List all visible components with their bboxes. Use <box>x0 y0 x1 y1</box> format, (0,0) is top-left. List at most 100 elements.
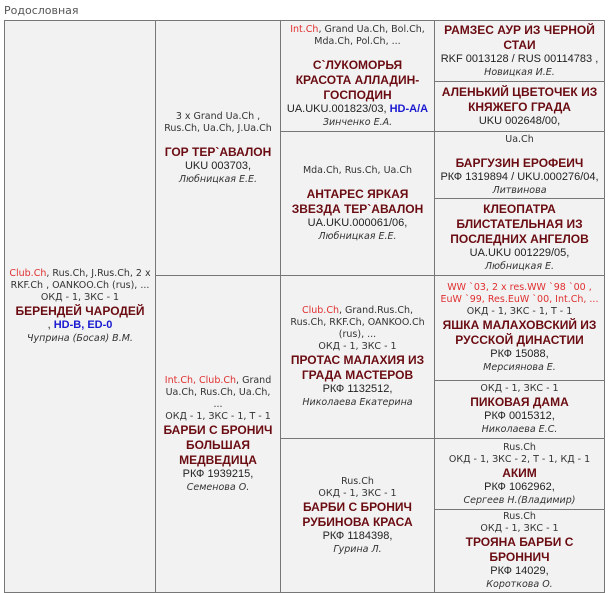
registration-number: , <box>47 319 51 331</box>
registration-number: РКФ 1939215, <box>182 467 254 480</box>
spacer <box>285 48 430 58</box>
title-text: Mda.Ch, Rus.Ch, Ua.Ch <box>302 164 413 176</box>
dog-name: ПРОТАС МАЛАХИЯ ИЗ ГРАДА МАСТЕРОВ <box>290 353 425 382</box>
breeder-name: Любницкая Е.Е. <box>318 230 397 242</box>
title-red: Club.Ch <box>9 268 47 279</box>
pedigree-cell-g1: РАМЗЕС АУР ИЗ ЧЕРНОЙ СТАИ RKF 0013128 / R… <box>434 20 605 82</box>
registration-number: РКФ 1319894 / UKU.000276/04, <box>440 170 599 183</box>
titles: Rus.Ch <box>439 511 600 523</box>
registration-line: RKF 0013128 / RUS 00114783 , <box>439 53 600 66</box>
titles: Mda.Ch, Rus.Ch, Ua.Ch <box>285 165 430 177</box>
breeder-name: Сергеев Н.(Владимир) <box>463 494 576 506</box>
registration-line: РКФ 1132512, <box>285 383 430 396</box>
breeder-name: Любницкая Е. <box>484 260 555 272</box>
pedigree-cell-g6: ОКД - 1, ЗКС - 1 ПИКОВАЯ ДАМА РКФ 0015312,… <box>434 380 605 439</box>
titles: Ua.Ch <box>439 134 600 146</box>
dog-name: АНТАРЕС ЯРКАЯ ЗВЕЗДА ТЕР`АВАЛОН <box>291 186 424 216</box>
pedigree-cell-sdd: Rus.Ch ОКД - 1, ЗКС - 1 БАРБИ С БРОНИЧ РУБ… <box>280 438 435 593</box>
pedigree-cell-sss: Int.Ch, Grand Ua.Ch, Bol.Ch, Mda.Ch, Pol… <box>280 20 435 132</box>
breeder-name: Любницкая Е.Е. <box>178 173 258 185</box>
dog-name: ЯШКА МАЛАХОВСКИЙ ИЗ РУССКОЙ ДИНАСТИИ <box>442 318 597 347</box>
title-text: , Rus.Ch, J.Rus.Ch, 2 x RKF.Ch , OANKOO.… <box>10 268 151 291</box>
registration-line: UKU 003703, <box>160 160 276 173</box>
title-text: Rus.Ch <box>341 475 374 487</box>
registration-number: UA.UKU.000061/06, <box>307 216 408 229</box>
titles: Rus.Ch <box>439 442 600 454</box>
title-text: , Grand Ua.Ch, Rus.Ch, Ua.Ch, ... <box>165 374 272 410</box>
pedigree-cell-g4: КЛЕОПАТРА БЛИСТАТЕЛЬНАЯ ИЗ ПОСЛЕДНИХ АНГ… <box>434 198 605 276</box>
title-text: , Grand.Rus.Ch, Rus.Ch, RKF.Ch, OANKOO.C… <box>290 305 425 340</box>
registration-number: РКФ 14029, <box>490 565 549 577</box>
registration-line: РКФ 1062962, <box>439 481 600 494</box>
dog-name: АКИМ <box>502 465 537 480</box>
titles: 3 x Grand Ua.Ch , Rus.Ch, Ua.Ch, J.Ua.Ch <box>160 111 276 135</box>
breeder-name: Николаева Екатерина <box>302 397 413 408</box>
health-results: HD-B, ED-0 <box>53 319 113 331</box>
titles: WW `03, 2 x res.WW `98 `00 , EuW `99, Re… <box>439 282 600 306</box>
working-marks: ОКД - 1, ЗКС - 1 <box>480 383 559 394</box>
working-marks: ОКД - 1, ЗКС - 1 <box>40 292 120 303</box>
dog-name: БАРГУЗИН ЕРОФЕИЧ <box>455 155 584 170</box>
spacer <box>439 146 600 156</box>
title-red: WW `03, 2 x res.WW `98 `00 , EuW `99, Re… <box>440 282 599 305</box>
pedigree-cell-ssd: Mda.Ch, Rus.Ch, Ua.Ch АНТАРЕС ЯРКАЯ ЗВЕЗД… <box>280 131 435 276</box>
title-text: Ua.Ch <box>505 133 534 145</box>
pedigree-cell-sd: Int.Ch, Club.Ch, Grand Ua.Ch, Rus.Ch, Ua… <box>155 275 281 593</box>
working-marks: ОКД - 1, ЗКС - 2, Т - 1, КД - 1 <box>448 453 591 465</box>
working-marks: ОКД - 1, ЗКС - 1 <box>480 523 559 534</box>
registration-number: РКФ 1184398, <box>322 529 393 542</box>
pedigree-cell-g3: Ua.Ch БАРГУЗИН ЕРОФЕИЧ РКФ 1319894 / UKU.0… <box>434 131 605 199</box>
title-text: Rus.Ch <box>503 511 536 522</box>
registration-number: UA.UKU 001229/05, <box>469 246 570 259</box>
registration-line: РКФ 1939215, <box>160 468 276 481</box>
dog-name: БЕРЕНДЕЙ ЧАРОДЕЙ <box>15 304 145 318</box>
breeder-name: Короткова О. <box>486 579 553 590</box>
working-marks: ОКД - 1, ЗКС - 1 <box>318 341 397 352</box>
pedigree-cell-sire: Club.Ch, Rus.Ch, J.Rus.Ch, 2 x RKF.Ch , … <box>4 20 156 593</box>
registration-number: UA.UKU.001823/03, <box>286 102 387 115</box>
registration-line: РКФ 0015312, <box>439 410 600 423</box>
pedigree-cell-g7: Rus.Ch ОКД - 1, ЗКС - 2, Т - 1, КД - 1 АКИ… <box>434 438 605 510</box>
title-red: Int.Ch <box>164 374 193 386</box>
title-text: , Grand Ua.Ch, Bol.Ch, Mda.Ch, Pol.Ch, .… <box>314 23 425 47</box>
registration-number: UKU 003703, <box>184 159 252 172</box>
dog-name: ГОР ТЕР`АВАЛОН <box>164 144 272 159</box>
dog-name: С`ЛУКОМОРЬЯ КРАСОТА АЛЛАДИН-ГОСПОДИН <box>295 57 420 102</box>
dog-name: БАРБИ С БРОНИЧ БОЛЬШАЯ МЕДВЕДИЦА <box>163 422 273 467</box>
registration-line: , HD-B, ED-0 <box>9 319 151 332</box>
health-results: HD-A/A <box>389 102 429 115</box>
titles: Rus.Ch <box>285 476 430 488</box>
breeder-name: Литвинова <box>492 184 547 196</box>
registration-number: РКФ 0015312, <box>484 410 555 422</box>
dog-name: ТРОЯНА БАРБИ С БРОННИЧ <box>465 535 574 564</box>
pedigree-table: Club.Ch, Rus.Ch, J.Rus.Ch, 2 x RKF.Ch , … <box>4 20 605 593</box>
pedigree-cell-g2: АЛЕНЬКИЙ ЦВЕТОЧЕК ИЗ КНЯЖЕГО ГРАДА UKU 00… <box>434 81 605 132</box>
title-red: Club.Ch <box>301 305 339 316</box>
pedigree-cell-g5: WW `03, 2 x res.WW `98 `00 , EuW `99, Re… <box>434 275 605 381</box>
registration-line: UA.UKU 001229/05, <box>439 247 600 260</box>
title-text: Rus.Ch <box>503 441 536 453</box>
registration-line: РКФ 14029, <box>439 565 600 578</box>
breeder-name: Новицкая И.Е. <box>484 67 555 78</box>
spacer <box>160 135 276 145</box>
working-marks: ОКД - 1, ЗКС - 1, Т - 1 <box>165 410 271 422</box>
spacer <box>285 177 430 187</box>
dog-name: ПИКОВАЯ ДАМА <box>470 395 569 409</box>
titles: Int.Ch, Grand Ua.Ch, Bol.Ch, Mda.Ch, Pol… <box>285 24 430 48</box>
registration-line: РКФ 15088, <box>439 348 600 361</box>
title-red: , Club.Ch <box>193 374 237 386</box>
titles: Club.Ch, Rus.Ch, J.Rus.Ch, 2 x RKF.Ch , … <box>9 268 151 292</box>
registration-line: РКФ 1319894 / UKU.000276/04, <box>439 171 600 184</box>
registration-line: UKU 002648/00, <box>439 115 600 128</box>
breeder-name: Гурина Л. <box>333 543 382 555</box>
registration-number: РКФ 15088, <box>490 348 549 360</box>
registration-number: РКФ 1062962, <box>484 480 555 493</box>
breeder-name: Семенова О. <box>186 481 250 493</box>
titles: Int.Ch, Club.Ch, Grand Ua.Ch, Rus.Ch, Ua… <box>160 375 276 411</box>
titles: Club.Ch, Grand.Rus.Ch, Rus.Ch, RKF.Ch, O… <box>285 305 430 341</box>
pedigree-cell-g8: Rus.Ch ОКД - 1, ЗКС - 1 ТРОЯНА БАРБИ С БРО… <box>434 509 605 593</box>
dog-name: РАМЗЕС АУР ИЗ ЧЕРНОЙ СТАИ <box>444 23 595 52</box>
section-title: Родословная <box>4 4 79 17</box>
title-red: Int.Ch <box>290 23 319 35</box>
registration-number: UKU 002648/00, <box>478 115 561 127</box>
